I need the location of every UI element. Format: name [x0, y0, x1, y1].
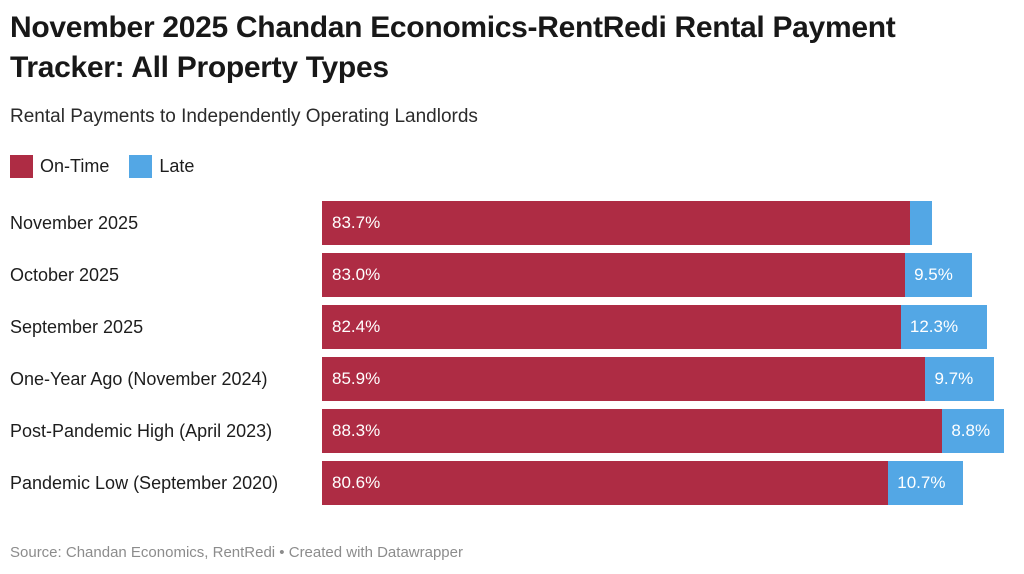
- bar-value-label: 9.5%: [914, 265, 953, 284]
- bar-value-label: 82.4%: [332, 317, 381, 336]
- legend-swatch: [10, 154, 33, 178]
- row-label: Pandemic Low (September 2020): [10, 472, 279, 493]
- row-label: One-Year Ago (November 2024): [10, 368, 268, 389]
- bar-segment-on-time: 80.6%: [322, 461, 889, 505]
- bar-value-label: 83.7%: [332, 213, 381, 232]
- bar-track: 82.4% 12.3%: [322, 305, 1014, 349]
- bar-segment-late: 10.7%: [888, 461, 964, 505]
- bar-segment-on-time: 85.9%: [322, 357, 926, 401]
- chart-title: November 2025 Chandan Economics-RentRedi…: [10, 11, 896, 84]
- row-label: October 2025: [10, 264, 120, 285]
- legend-label: Late: [159, 155, 195, 176]
- legend-label: On-Time: [40, 155, 110, 176]
- row-label: September 2025: [10, 316, 144, 337]
- bar-segment-late: 8.8%: [942, 409, 1005, 453]
- chart-subtitle: Rental Payments to Independently Operati…: [10, 106, 478, 127]
- bar-track: 83.7%: [322, 201, 1014, 245]
- bar-value-label: 88.3%: [332, 421, 381, 440]
- bar-segment-on-time: 83.0%: [322, 253, 906, 297]
- bar-value-label: 83.0%: [332, 265, 381, 284]
- bar-value-label: 8.8%: [951, 421, 991, 440]
- chart-row: Post-Pandemic High (April 2023) 88.3% 8.8%: [10, 409, 1014, 453]
- bar-segment-late: 9.5%: [905, 253, 972, 297]
- bar-segment-on-time: 83.7%: [322, 201, 911, 245]
- bar-track: 85.9% 9.7%: [322, 357, 1014, 401]
- row-label: Post-Pandemic High (April 2023): [10, 420, 273, 441]
- bar-value-label: 85.9%: [332, 369, 381, 388]
- chart-row: One-Year Ago (November 2024) 85.9% 9.7%: [10, 357, 1014, 401]
- bar-track: 80.6% 10.7%: [322, 461, 1014, 505]
- bar-segment-late: 9.7%: [925, 357, 994, 401]
- legend-item: Late: [129, 154, 195, 178]
- chart-row: Pandemic Low (September 2020) 80.6% 10.7%: [10, 461, 1014, 505]
- legend-item: On-Time: [10, 154, 110, 178]
- legend-swatch: [129, 154, 153, 178]
- chart-rows: November 2025 83.7% October 2025 83.0% 9.5% S…: [10, 201, 1014, 505]
- bar-track: 83.0% 9.5%: [322, 253, 1014, 297]
- chart-row: November 2025 83.7%: [10, 201, 1014, 245]
- bar-value-label: 9.7%: [934, 369, 974, 388]
- chart-row: October 2025 83.0% 9.5%: [10, 253, 1014, 297]
- bar-segment-on-time: 82.4%: [322, 305, 901, 349]
- source-line: Source: Chandan Economics, RentRedi • Cr…: [10, 544, 463, 561]
- bar-segment-late: 12.3%: [900, 305, 988, 349]
- bar-segment-late: [910, 201, 932, 245]
- bar-value-label: 12.3%: [909, 317, 959, 336]
- bar-track: 88.3% 8.8%: [322, 409, 1014, 453]
- bar-value-label: 10.7%: [897, 473, 946, 492]
- bar-value-label: 80.6%: [332, 473, 381, 492]
- bar-segment-on-time: 88.3%: [322, 409, 943, 453]
- chart-row: September 2025 82.4% 12.3%: [10, 305, 1014, 349]
- legend: On-Time Late: [10, 154, 1014, 178]
- row-label: November 2025: [10, 212, 139, 233]
